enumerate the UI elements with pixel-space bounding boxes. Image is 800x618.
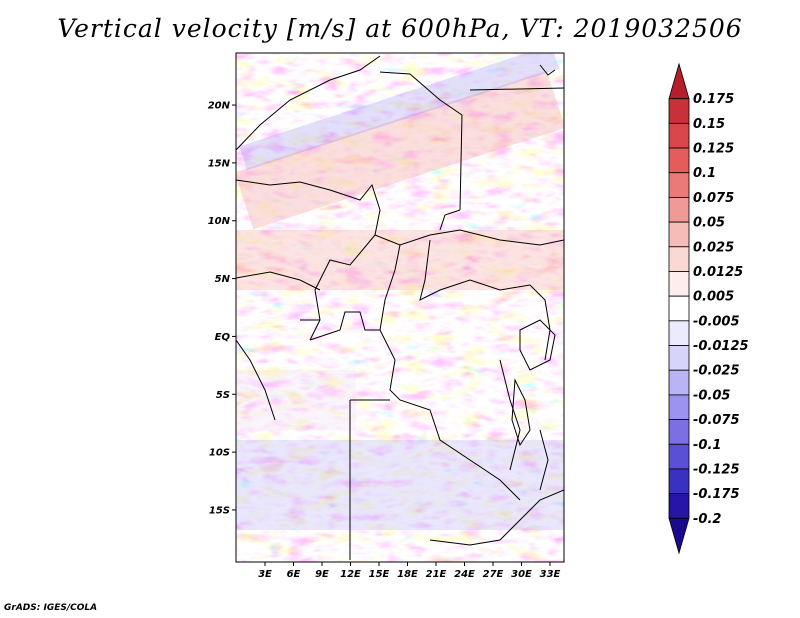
lon-tick-label: 21E (426, 569, 447, 580)
colorbar-label: 0.175 (693, 92, 734, 107)
colorbar-swatch (668, 320, 690, 346)
lat-tick-label: 10S (209, 448, 230, 459)
colorbar-swatch (668, 394, 690, 420)
lat-tick-label: 15S (209, 505, 230, 516)
lon-tick-label: 33E (540, 569, 561, 580)
lat-tick-label: 15N (208, 158, 231, 169)
lat-tick-label: EQ (215, 332, 231, 343)
lon-tick-label: 18E (397, 569, 418, 580)
lon-tick-label: 15E (369, 569, 390, 580)
lon-tick-label: 24E (454, 569, 475, 580)
colorbar-label: 0.005 (693, 290, 734, 305)
colorbar-label: -0.2 (693, 512, 721, 527)
colorbar-swatch (668, 493, 690, 519)
lon-tick-label: 12E (340, 569, 361, 580)
chart-title: Vertical velocity [m/s] at 600hPa, VT: 2… (57, 14, 743, 43)
colorbar-swatch (668, 295, 690, 322)
colorbar-swatch (668, 122, 690, 149)
colorbar-label: 0.1 (693, 166, 716, 181)
colorbar-swatch (668, 197, 690, 223)
colorbar-swatch (668, 345, 690, 371)
country-borders (236, 55, 564, 560)
colorbar-label: -0.005 (693, 314, 740, 329)
colorbar-label: 0.025 (693, 240, 734, 255)
colorbar-label: -0.05 (693, 388, 730, 403)
colorbar-label: -0.1 (693, 438, 721, 453)
colorbar-label: -0.075 (693, 413, 740, 428)
lon-tick-label: 6E (287, 569, 301, 580)
colorbar-label: 0.075 (693, 191, 734, 206)
colorbar-label: -0.0125 (693, 339, 749, 354)
colorbar-label: 0.125 (693, 142, 734, 157)
longitude-ticks: 3E 6E 9E 12E 15E 18E 21E 24E 27E 30E 33E (258, 562, 561, 580)
lat-tick-label: 5S (216, 390, 230, 401)
lon-tick-label: 3E (258, 569, 272, 580)
colorbar-label: 0.0125 (693, 265, 743, 280)
colorbar-swatch (668, 172, 690, 198)
colorbar-label: -0.025 (693, 364, 740, 379)
colorbar-swatch (668, 62, 690, 100)
plot-frame (235, 52, 565, 563)
colorbar-swatch (668, 443, 690, 470)
lon-tick-label: 9E (315, 569, 329, 580)
lon-tick-label: 27E (483, 569, 504, 580)
colorbar-swatch (668, 98, 690, 124)
lat-tick-label: 5N (215, 274, 231, 285)
colorbar-swatch (668, 246, 690, 272)
lon-tick-label: 30E (511, 569, 532, 580)
lat-tick-label: 10N (208, 216, 231, 227)
colorbar-label: 0.05 (693, 216, 725, 231)
colorbar-swatch (668, 517, 690, 555)
lat-tick-label: 20N (208, 101, 231, 112)
latitude-ticks: 20N 15N 10N 5N EQ 5S 10S 15S (208, 101, 236, 516)
colorbar-swatch (668, 419, 690, 445)
colorbar-swatch (668, 369, 690, 396)
grads-credit: GrADS: IGES/COLA (4, 603, 98, 613)
colorbar-label: -0.175 (693, 487, 740, 502)
colorbar-label: -0.125 (693, 462, 740, 477)
colorbar-swatch (668, 147, 690, 174)
colorbar-swatch (668, 271, 690, 297)
colorbar-swatch (668, 221, 690, 248)
velocity-field (236, 53, 564, 562)
colorbar-swatch (668, 468, 690, 495)
colorbar-label: 0.15 (693, 117, 725, 132)
